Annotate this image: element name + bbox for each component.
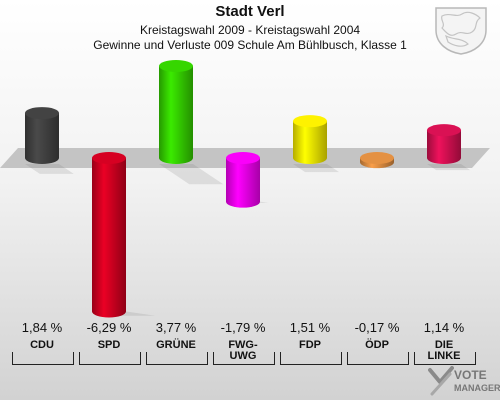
axis-tick: [474, 352, 476, 365]
logo-line1: VOTE: [454, 368, 487, 382]
ballot-check-icon: [428, 366, 454, 396]
axis-tick: [279, 352, 281, 365]
axis-segment: [78, 364, 140, 365]
axis-segment: [145, 364, 207, 365]
category-label: ÖDP: [365, 339, 389, 351]
coat-of-arms-icon: [435, 7, 487, 55]
axis-tick: [11, 352, 13, 365]
bar-cdu: [25, 107, 59, 164]
category-label: SPD: [97, 339, 121, 351]
bar--dp: [360, 152, 394, 169]
axis-tick: [346, 352, 348, 365]
bar-shadow: [25, 164, 74, 174]
category-label: CDU: [30, 339, 54, 351]
axis-segment: [413, 364, 475, 365]
bar-fwg-uwg: [226, 152, 260, 208]
bar-shadow: [293, 164, 340, 173]
value-label: 3,77 %: [155, 320, 197, 335]
axis-tick: [72, 352, 74, 365]
logo-line2: MANAGER: [454, 383, 500, 393]
value-label: 1,51 %: [289, 320, 331, 335]
category-label: FDP: [299, 339, 321, 351]
bar-shadow: [427, 164, 471, 171]
bar-shadow: [159, 164, 224, 185]
axis-segment: [346, 364, 408, 365]
bar-spd: [92, 152, 126, 318]
value-label: -1,79 %: [220, 320, 266, 335]
axis-segment: [212, 364, 274, 365]
axis-tick: [139, 352, 141, 365]
value-label: 1,84 %: [21, 320, 63, 335]
axis-tick: [206, 352, 208, 365]
axis-segment: [279, 364, 341, 365]
value-label: -0,17 %: [354, 320, 400, 335]
chart-subtitle: Kreistagswahl 2009 - Kreistagswahl 2004: [139, 23, 361, 37]
axis-tick: [340, 352, 342, 365]
bar-fdp: [293, 115, 327, 164]
category-label: DIE LINKE: [427, 339, 461, 362]
value-label: -6,29 %: [86, 320, 132, 335]
axis-tick: [78, 352, 80, 365]
axis-tick: [145, 352, 147, 365]
bar-gr-ne: [159, 60, 193, 164]
chart-title: Stadt Verl: [215, 3, 285, 20]
axis-tick: [273, 352, 275, 365]
value-label: 1,14 %: [423, 320, 465, 335]
category-label: FWG- UWG: [228, 339, 258, 362]
axis-tick: [407, 352, 409, 365]
axis-tick: [212, 352, 214, 365]
chart-subtitle-detail: Gewinne und Verluste 009 Schule Am Bühlb…: [93, 38, 407, 52]
axis-tick: [413, 352, 415, 365]
axis-segment: [11, 364, 73, 365]
bar-die-linke: [427, 124, 461, 164]
vote-manager-logo: VOTE MANAGER: [428, 366, 500, 398]
category-label: GRÜNE: [156, 339, 196, 351]
bars: [25, 60, 461, 318]
